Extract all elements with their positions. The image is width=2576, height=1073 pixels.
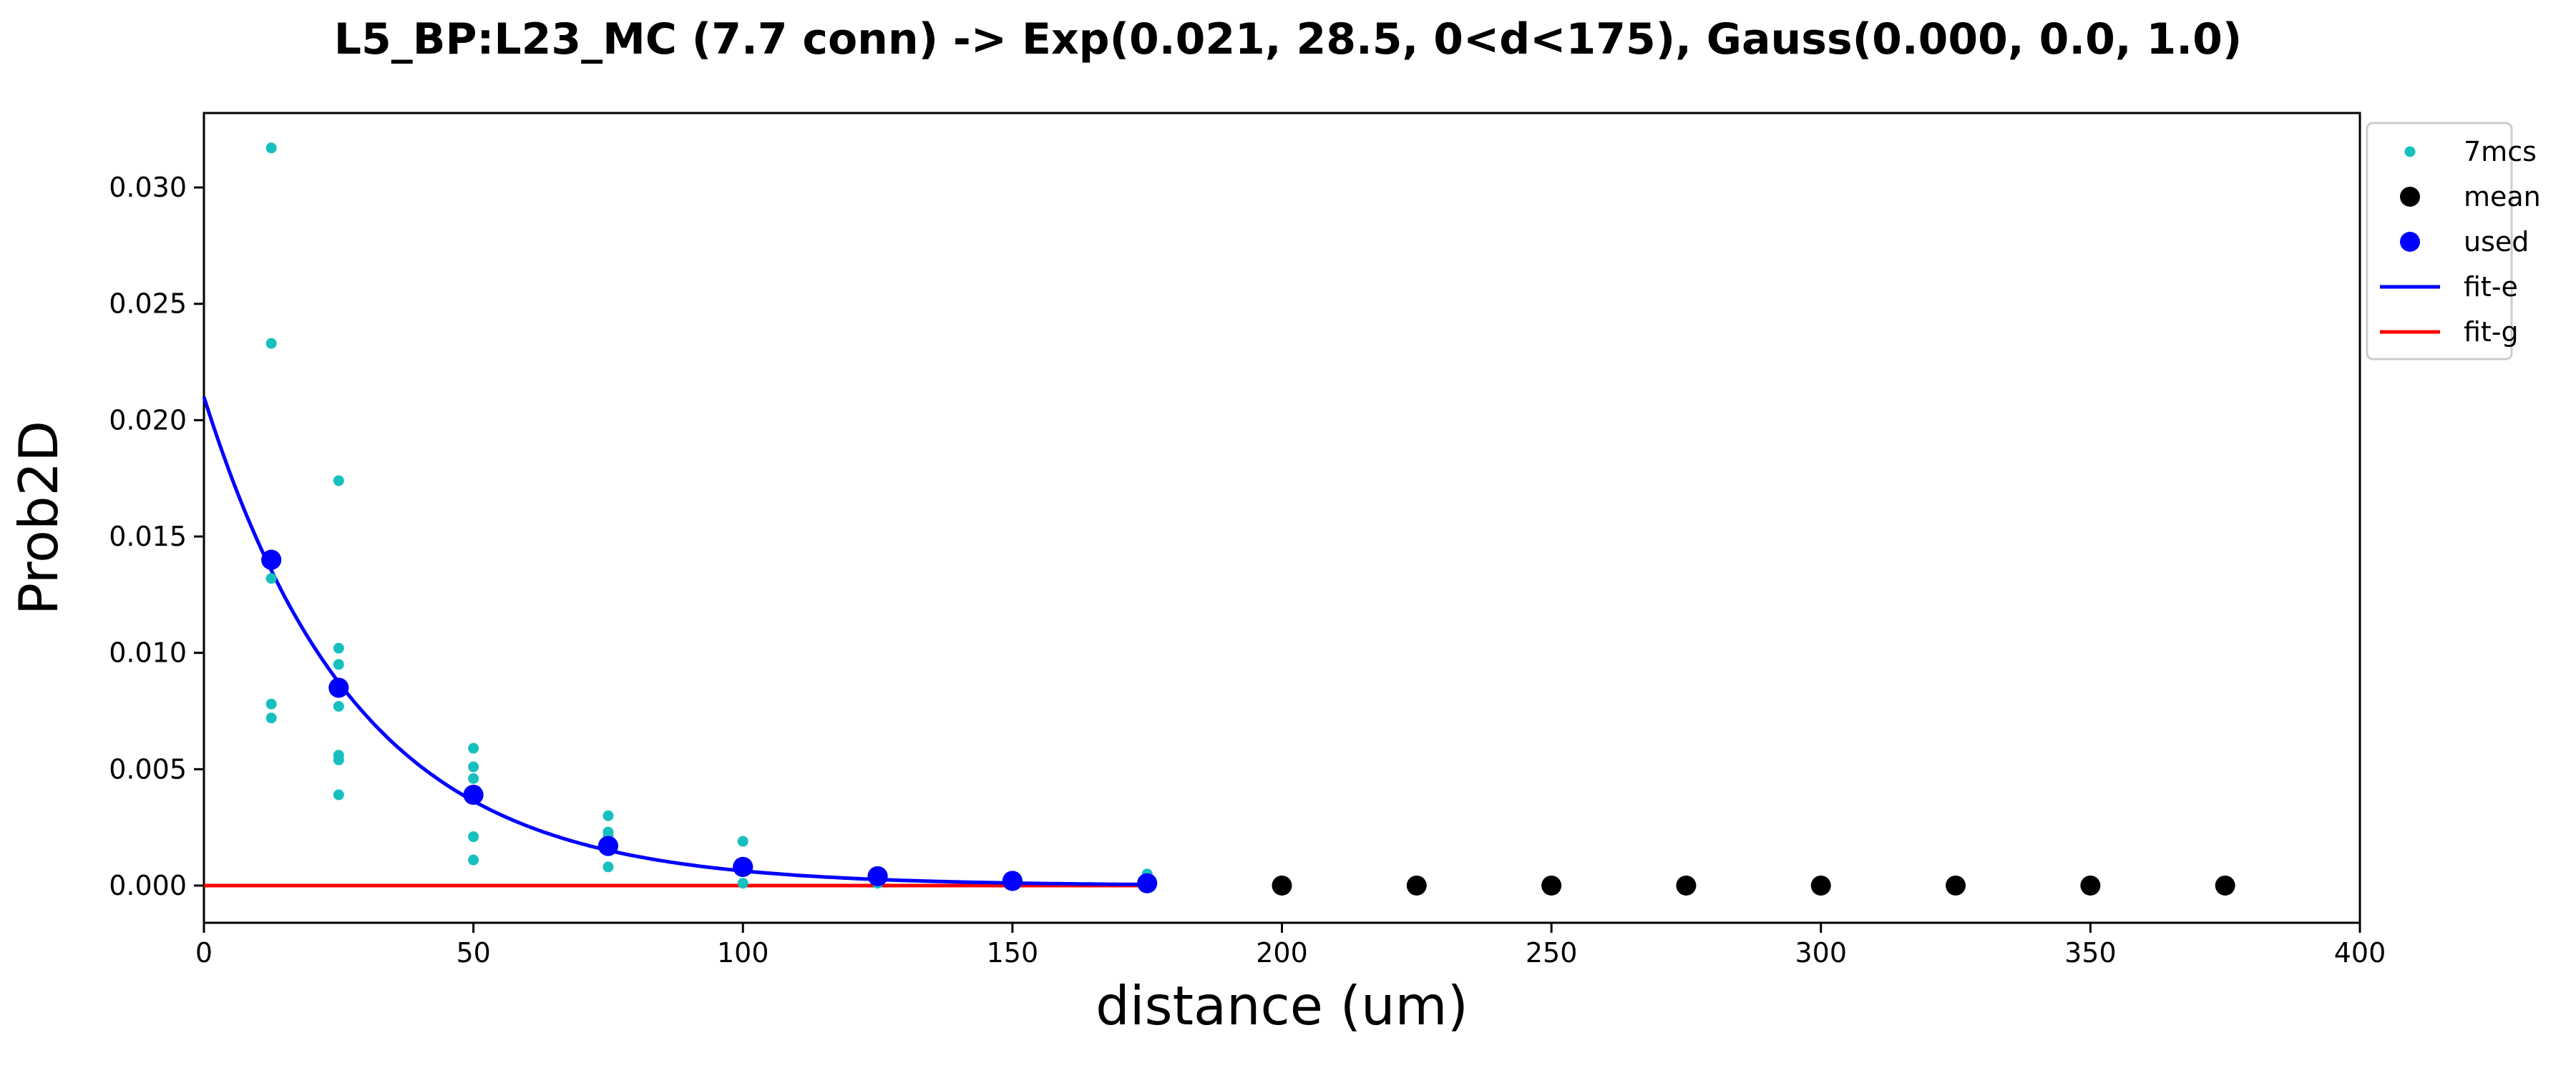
y-tick-label: 0.000 (109, 870, 187, 901)
y-tick-label: 0.005 (109, 753, 187, 785)
plot-frame (203, 112, 2361, 924)
x-axis-ticks: 0 50 100 150 200 250 300 350 400 (195, 923, 2386, 969)
mcs-data-point (265, 142, 277, 154)
mean-point (1810, 875, 1831, 896)
legend-box (2366, 122, 2513, 361)
mcs-data-point (737, 836, 748, 847)
data-series-layer (202, 142, 2235, 896)
used-point (597, 836, 618, 856)
mean-point (1676, 875, 1697, 896)
y-axis-label: Prob2D (7, 421, 70, 615)
mcs-data-point (265, 338, 277, 349)
mcs-data-point (468, 854, 479, 866)
mcs-data-point (737, 878, 748, 889)
x-tick-label: 400 (2334, 937, 2386, 969)
legend-label-fit-e: fit-e (2464, 271, 2518, 303)
legend-label-7mcs: 7mcs (2464, 136, 2537, 167)
used-point (733, 856, 753, 877)
mcs-data-point (333, 754, 344, 765)
used-point (867, 866, 888, 886)
x-tick-label: 100 (717, 937, 769, 969)
legend-swatch-mean (2400, 187, 2420, 207)
used-point (1002, 871, 1023, 891)
mcs-data-point (265, 573, 277, 584)
y-tick-label: 0.025 (109, 288, 187, 320)
legend-label-used: used (2464, 226, 2529, 258)
mcs-data-point (468, 743, 479, 754)
mcs-data-point (468, 773, 479, 784)
legend-label-fit-g: fit-g (2464, 316, 2519, 348)
y-tick-label: 0.015 (109, 521, 187, 552)
x-tick-label: 50 (456, 937, 490, 969)
mcs-data-point (333, 700, 344, 712)
x-tick-label: 350 (2064, 937, 2117, 969)
mcs-data-point (265, 698, 277, 710)
x-tick-label: 200 (1256, 937, 1308, 969)
mcs-data-point (602, 810, 614, 821)
mean-point (1406, 875, 1427, 896)
mcs-data-point (602, 861, 614, 873)
mean-point (2080, 875, 2101, 896)
x-tick-label: 300 (1795, 937, 1847, 969)
mcs-data-point (265, 712, 277, 724)
chart-title: L5_BP:L23_MC (7.7 conn) -> Exp(0.021, 28… (334, 14, 2243, 64)
legend-label-mean: mean (2464, 181, 2541, 212)
mcs-data-point (333, 475, 344, 486)
mean-point (1946, 875, 1966, 896)
used-point (463, 785, 484, 805)
chart-legend: 7mcs mean used fit-e fit-g (2366, 122, 2541, 361)
plot-area: 0 50 100 150 200 250 300 350 400 0.000 0.005 0.010… (109, 112, 2386, 969)
y-tick-label: 0.020 (109, 404, 187, 436)
mean-point (2215, 875, 2235, 896)
mcs-data-point (333, 659, 344, 670)
x-tick-label: 0 (195, 937, 213, 969)
x-tick-label: 250 (1526, 937, 1578, 969)
mean-point (1541, 875, 1562, 896)
legend-swatch-used (2400, 232, 2420, 252)
mcs-data-point (468, 831, 479, 843)
used-point (261, 549, 282, 570)
y-tick-label: 0.030 (109, 172, 187, 203)
x-axis-label: distance (um) (1096, 974, 1468, 1037)
used-point (1137, 873, 1158, 893)
fit-e-line (202, 396, 1148, 886)
legend-swatch-7mcs (2404, 146, 2416, 157)
mcs-data-point (333, 789, 344, 800)
mcs-data-point (333, 642, 344, 654)
mean-point (1272, 875, 1292, 896)
x-tick-label: 150 (987, 937, 1039, 969)
y-tick-label: 0.010 (109, 637, 187, 669)
used-point (328, 677, 349, 698)
mcs-data-point (468, 761, 479, 773)
y-axis-ticks: 0.000 0.005 0.010 0.015 0.020 0.025 0.030 (109, 172, 204, 901)
